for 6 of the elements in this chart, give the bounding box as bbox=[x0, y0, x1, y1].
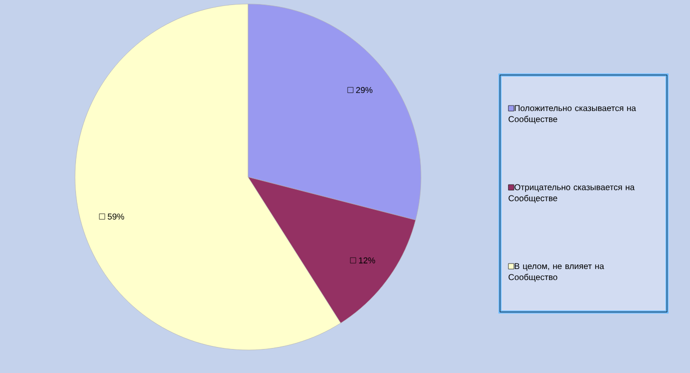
legend-label: Отрицательно сказывается на Сообществе bbox=[508, 184, 635, 203]
data-label: 59% bbox=[108, 214, 124, 220]
data-label: 12% bbox=[359, 257, 376, 264]
data-label: 29% bbox=[356, 87, 372, 94]
legend-label: В целом, не влияет на Сообщество bbox=[508, 263, 604, 282]
legend-label: Положительно сказывается на Сообществе bbox=[508, 105, 636, 124]
